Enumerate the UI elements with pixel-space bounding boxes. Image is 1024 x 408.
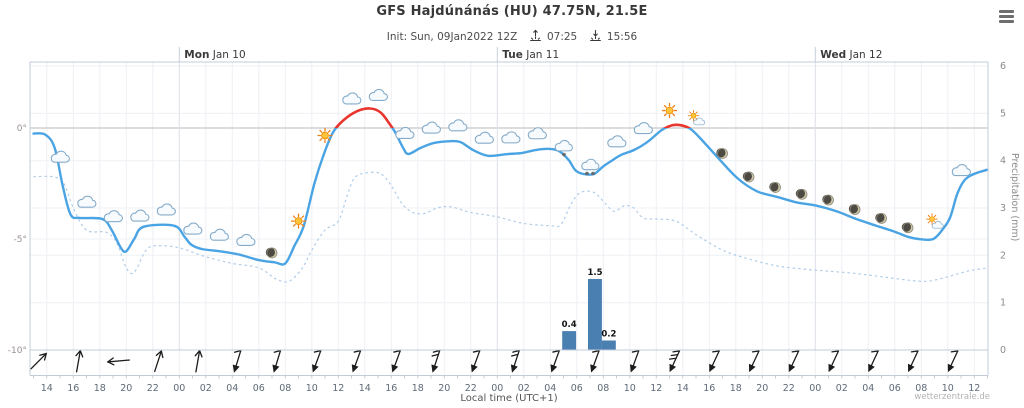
y-right-tick-labels: 0 1 2 3 4 5 6 [1000, 61, 1006, 356]
svg-text:00: 00 [491, 383, 503, 394]
svg-text:06: 06 [571, 383, 583, 394]
wind-barbs [30, 349, 959, 373]
svg-text:06: 06 [253, 383, 265, 394]
page-title: GFS Hajdúnánás (HU) 47.75N, 21.5E [376, 4, 648, 19]
svg-text:02: 02 [518, 383, 530, 394]
svg-text:0.4: 0.4 [562, 320, 577, 330]
svg-text:06: 06 [889, 383, 901, 394]
x-tick-labels: 14 16 18 20 22 00 02 04 06 08 10 12 14 16 18 20 22 00 02 04… [41, 383, 981, 394]
svg-text:0.2: 0.2 [601, 330, 616, 340]
svg-text:12: 12 [332, 383, 344, 394]
svg-text:2: 2 [1000, 250, 1006, 261]
svg-text:6: 6 [1000, 61, 1006, 72]
svg-text:-10°: -10° [8, 346, 27, 356]
svg-text:14: 14 [359, 383, 371, 394]
svg-text:08: 08 [279, 383, 291, 394]
precip-bars: 0.4 1.5 0.2 [562, 268, 617, 350]
svg-text:00: 00 [173, 383, 185, 394]
init-line: Init: Sun, 09Jan2022 12Z 07:25 15:56 [0, 29, 1024, 44]
svg-text:18: 18 [94, 383, 106, 394]
svg-text:22: 22 [465, 383, 477, 394]
svg-text:16: 16 [67, 383, 79, 394]
svg-text:3: 3 [1000, 203, 1006, 214]
svg-text:4: 4 [1000, 156, 1006, 167]
sunrise-icon [521, 29, 544, 44]
svg-text:1.5: 1.5 [587, 268, 602, 278]
svg-text:14: 14 [677, 383, 689, 394]
svg-text:10: 10 [624, 383, 636, 394]
svg-text:5: 5 [1000, 108, 1006, 119]
svg-text:-5°: -5° [14, 235, 27, 245]
watermark: wetterzentrale.de [914, 392, 990, 402]
svg-text:Tue Jan 11: Tue Jan 11 [502, 49, 559, 61]
svg-text:Mon Jan 10: Mon Jan 10 [184, 49, 245, 61]
svg-text:16: 16 [385, 383, 397, 394]
svg-text:12: 12 [650, 383, 662, 394]
hour-ticks [33, 375, 988, 379]
init-text: Init: Sun, 09Jan2022 12Z [386, 30, 518, 43]
horizontal-gridlines [30, 65, 988, 304]
vertical-gridlines [46, 62, 975, 376]
sunset-icon [581, 29, 604, 44]
sunrise-time: 07:25 [546, 30, 578, 43]
svg-text:10: 10 [942, 383, 954, 394]
weather-icons [50, 88, 971, 259]
svg-text:22: 22 [147, 383, 159, 394]
svg-text:Wed Jan 12: Wed Jan 12 [820, 49, 882, 61]
dewpoint-line [33, 171, 988, 283]
svg-text:18: 18 [412, 383, 424, 394]
svg-text:04: 04 [226, 383, 238, 394]
svg-text:02: 02 [836, 383, 848, 394]
temperature-line [32, 107, 989, 266]
svg-text:08: 08 [915, 383, 927, 394]
y-left-tick-labels: 0° -5° -10° [8, 124, 27, 356]
svg-text:20: 20 [756, 383, 768, 394]
svg-text:16: 16 [703, 383, 715, 394]
svg-text:1: 1 [1000, 298, 1006, 309]
x-axis-label: Local time (UTC+1) [460, 393, 558, 404]
svg-text:10: 10 [306, 383, 318, 394]
svg-text:04: 04 [544, 383, 556, 394]
svg-text:18: 18 [730, 383, 742, 394]
svg-text:14: 14 [41, 383, 53, 394]
svg-text:0: 0 [1000, 345, 1006, 356]
hamburger-menu-icon[interactable] [999, 10, 1014, 25]
svg-text:20: 20 [438, 383, 450, 394]
y-right-axis-label: Precipitation (mm) [1009, 153, 1020, 242]
svg-text:02: 02 [200, 383, 212, 394]
svg-text:04: 04 [862, 383, 874, 394]
sunset-time: 15:56 [606, 30, 638, 43]
svg-text:08: 08 [597, 383, 609, 394]
svg-text:12: 12 [968, 383, 980, 394]
svg-text:20: 20 [120, 383, 132, 394]
svg-text:22: 22 [783, 383, 795, 394]
day-headers: Mon Jan 10 Tue Jan 11 Wed Jan 12 [178, 47, 882, 350]
svg-text:00: 00 [809, 383, 821, 394]
plot-border [29, 61, 989, 351]
svg-text:0°: 0° [17, 124, 27, 134]
